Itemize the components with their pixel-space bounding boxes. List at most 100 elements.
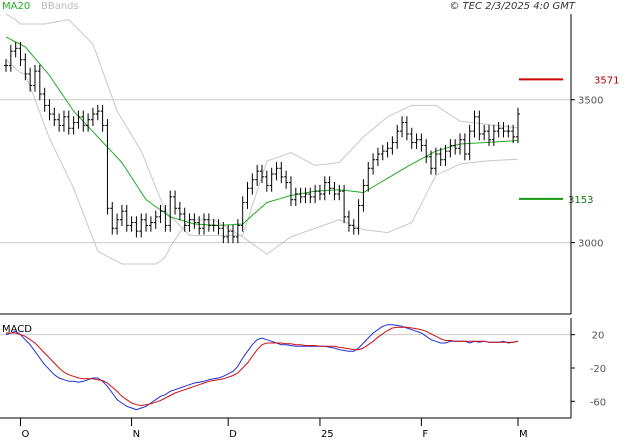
price-bar xyxy=(90,107,95,126)
price-bar xyxy=(438,147,443,166)
price-bar xyxy=(288,176,293,206)
price-bar xyxy=(158,204,163,224)
price-bar xyxy=(298,187,303,204)
macd-tick-label: -20 xyxy=(590,364,606,375)
price-bar xyxy=(226,224,231,244)
level-lines: 3571 3153 xyxy=(519,75,619,206)
price-bar xyxy=(177,202,182,221)
price-bar xyxy=(42,87,47,112)
price-bar xyxy=(211,219,216,232)
macd-tick-label: 20 xyxy=(592,331,605,342)
price-bar xyxy=(279,162,284,184)
price-bar xyxy=(385,142,390,158)
price-bar xyxy=(231,224,236,244)
resistance-label: 3571 xyxy=(594,75,619,86)
price-bar xyxy=(462,133,467,161)
price-bar xyxy=(124,204,129,232)
price-tick-label: 3500 xyxy=(578,96,603,107)
price-bar xyxy=(71,116,76,135)
price-bar xyxy=(192,213,197,229)
price-bar xyxy=(250,173,255,195)
price-bar xyxy=(206,213,211,232)
price-bar xyxy=(458,133,463,155)
price-bar xyxy=(144,213,149,232)
price-bar xyxy=(76,110,81,129)
price-bar xyxy=(187,213,192,232)
price-bar xyxy=(163,204,168,232)
price-bar xyxy=(327,176,332,195)
price-bar xyxy=(245,182,250,209)
price-bar xyxy=(506,124,511,138)
price-bar xyxy=(404,116,409,141)
price-bar xyxy=(100,104,105,132)
price-bar xyxy=(235,219,240,244)
price-bar xyxy=(269,167,274,192)
price-bar xyxy=(105,119,110,215)
support-label: 3153 xyxy=(568,195,593,206)
price-bar xyxy=(264,170,269,192)
price-bars xyxy=(4,42,520,244)
price-bar xyxy=(4,59,8,72)
macd-grid xyxy=(0,334,575,402)
price-bar xyxy=(284,170,289,189)
price-bar xyxy=(361,179,366,212)
price-bar xyxy=(424,139,429,164)
price-bar xyxy=(28,67,33,92)
price-bar xyxy=(332,182,337,201)
price-bar xyxy=(366,162,371,192)
price-bar xyxy=(419,133,424,152)
price-bar xyxy=(395,124,400,149)
price-bar xyxy=(337,184,342,201)
price-bar xyxy=(429,150,434,175)
price-bar xyxy=(274,162,279,181)
price-bar xyxy=(216,219,221,235)
price-bar xyxy=(119,204,124,226)
time-tick-label: 25 xyxy=(321,429,334,440)
price-bar xyxy=(322,176,327,201)
price-bar xyxy=(414,133,419,149)
macd-tick-label: -60 xyxy=(590,397,606,408)
macd-line xyxy=(5,324,519,411)
price-bar xyxy=(448,139,453,158)
time-tick-label: F xyxy=(422,429,428,440)
price-bar xyxy=(139,213,144,238)
price-bar xyxy=(115,213,120,235)
price-bar xyxy=(400,116,405,138)
price-grid xyxy=(0,99,575,244)
price-bar xyxy=(487,124,491,146)
price-bar xyxy=(501,122,506,138)
legend-bbands-label: BBands xyxy=(41,1,79,12)
time-axis: O N D 25 F M xyxy=(19,418,528,440)
price-bar xyxy=(197,216,202,235)
price-bar xyxy=(66,110,71,135)
price-bar xyxy=(443,144,448,166)
time-tick-label: O xyxy=(21,429,29,440)
price-bar xyxy=(110,202,115,235)
price-bar xyxy=(342,184,347,224)
price-bar xyxy=(472,110,477,138)
price-panel: 3571 3153 3500 3000 xyxy=(0,13,619,315)
price-bar xyxy=(515,107,520,144)
price-bar xyxy=(351,219,356,235)
price-bar xyxy=(409,127,414,149)
price-bar xyxy=(482,124,487,141)
price-bar xyxy=(47,99,52,121)
price-bar xyxy=(313,184,318,204)
macd-axis-labels: 20 -20 -60 xyxy=(590,331,606,409)
price-bar xyxy=(511,124,516,144)
price-bar xyxy=(356,199,361,235)
macd-panel: MACD 20 -20 -60 xyxy=(0,318,606,419)
price-bar xyxy=(129,216,134,232)
ma20-line xyxy=(5,36,519,226)
price-bar xyxy=(81,110,86,132)
price-bar xyxy=(202,213,207,235)
price-bar xyxy=(259,164,264,184)
price-bar xyxy=(57,113,62,132)
price-bar xyxy=(453,139,458,155)
price-bar xyxy=(134,216,139,238)
price-bar xyxy=(240,196,245,232)
price-bar xyxy=(375,147,380,166)
price-bar xyxy=(371,153,376,175)
price-bar xyxy=(23,53,28,81)
